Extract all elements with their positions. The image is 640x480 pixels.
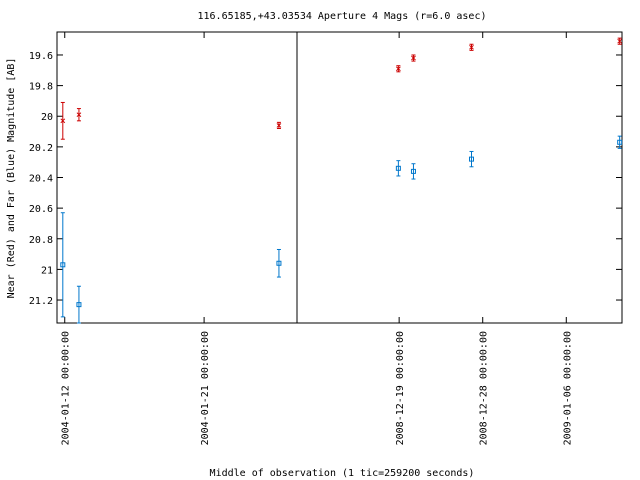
x-tick-label: 2008-12-28 00:00:00 <box>479 331 490 445</box>
data-point-far <box>60 262 66 268</box>
y-tick-label: 20.2 <box>29 143 53 154</box>
data-point-near <box>60 118 66 124</box>
data-point-near <box>396 66 401 72</box>
x-tick-label: 2004-01-21 00:00:00 <box>200 331 211 445</box>
y-tick-label: 20.4 <box>29 174 53 185</box>
x-tick-label: 2009-01-06 00:00:00 <box>562 331 573 445</box>
y-tick-label: 19.8 <box>29 82 53 93</box>
y-axis-label: Near (Red) and Far (Blue) Magnitude [AB] <box>6 58 17 299</box>
plot-frame <box>56 31 623 324</box>
chart-title: 116.65185,+43.03534 Aperture 4 Mags (r=6… <box>198 11 487 22</box>
data-point-near <box>469 44 474 50</box>
plot-area: 19.6 19.8 20 20.2 20.4 20.6 20.8 21 21.2 2004-01-… <box>29 31 623 445</box>
y-tick-label: 21.2 <box>29 296 53 307</box>
y-tick-label: 20 <box>41 112 53 123</box>
y-tick-label: 20.8 <box>29 235 53 246</box>
data-point-far <box>617 139 623 145</box>
y-tick-label: 19.6 <box>29 51 53 62</box>
data-point-far <box>410 168 416 174</box>
data-point-near <box>617 38 623 44</box>
x-axis-label: Middle of observation (1 tic=259200 seco… <box>210 468 475 479</box>
x-tick-label: 2004-01-12 00:00:00 <box>61 331 72 445</box>
y-tick-label: 21 <box>41 265 53 276</box>
data-point-near <box>411 55 416 61</box>
x-tick-label: 2008-12-19 00:00:00 <box>395 331 406 445</box>
data-point-far <box>76 302 82 308</box>
data-point-near <box>276 123 282 128</box>
data-point-near <box>76 112 82 118</box>
data-point-far <box>468 156 474 162</box>
data-point-far <box>276 260 282 266</box>
data-point-far <box>395 165 401 171</box>
y-tick-label: 20.6 <box>29 204 53 215</box>
